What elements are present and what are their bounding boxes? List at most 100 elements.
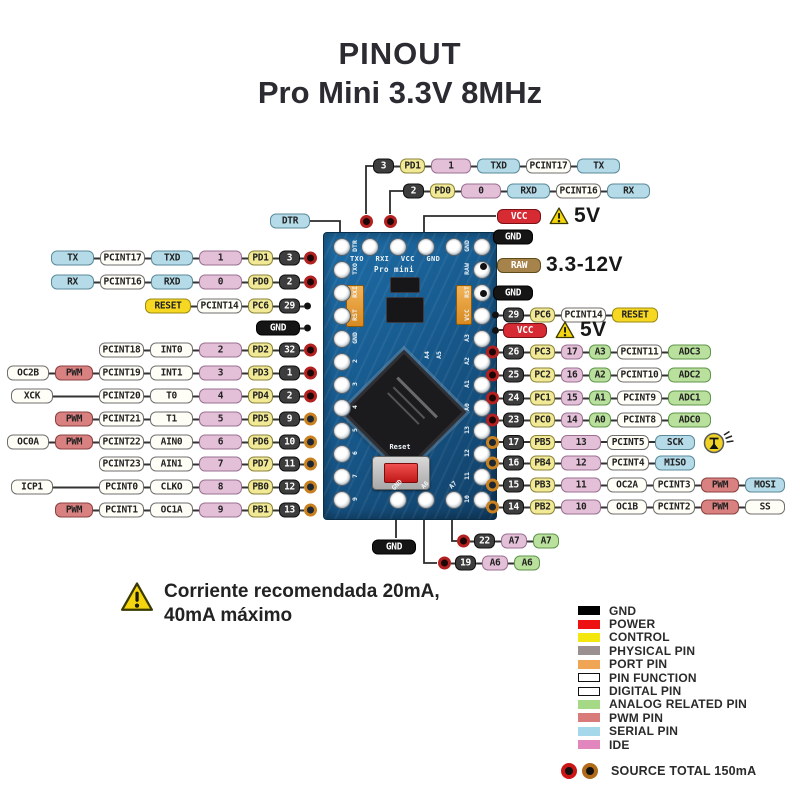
solder-pad <box>333 491 351 509</box>
pin-dot-red <box>304 343 317 357</box>
pin-box-pd2: PD2 <box>248 342 273 358</box>
connector <box>273 509 279 511</box>
silkscreen-label: 5 <box>351 428 359 432</box>
connector <box>94 257 100 259</box>
solder-pad <box>333 307 351 325</box>
connector <box>739 506 745 508</box>
pin-box-a6: A6 <box>514 555 540 571</box>
solder-pad <box>333 284 351 302</box>
connector <box>144 418 150 420</box>
pin-box-10: 10 <box>279 434 300 450</box>
silkscreen-label: A7 <box>447 479 459 491</box>
connector <box>499 506 503 508</box>
connector <box>242 463 248 465</box>
silkscreen-label: 11 <box>463 472 471 480</box>
pin-box-1: 1 <box>279 365 300 381</box>
connector <box>300 327 304 329</box>
pin-box-pd4: PD4 <box>248 388 273 404</box>
pin-dot-red <box>486 345 499 359</box>
solder-pad <box>333 399 351 417</box>
pin-box-pc0: PC0 <box>530 412 555 428</box>
pin-box-3: 3 <box>373 158 394 174</box>
connector <box>611 374 617 376</box>
row-right-a1: 24 PC1 15 A1 PCINT9 ADC1 <box>486 390 711 406</box>
connector <box>193 463 199 465</box>
pin-box-gnd: GND <box>372 539 416 555</box>
pin-box-pd3: PD3 <box>248 365 273 381</box>
voltage-note: 5V <box>580 318 607 341</box>
connector <box>242 257 248 259</box>
pin-box-2: 2 <box>279 388 300 404</box>
connector <box>524 314 530 316</box>
pin-dot-orange <box>304 457 317 471</box>
connector <box>647 506 653 508</box>
connector <box>524 374 530 376</box>
pin-box-pcint14: PCINT14 <box>561 307 606 323</box>
pin-box-a3: A3 <box>589 344 611 360</box>
connector <box>300 372 304 374</box>
silkscreen-label: DTR <box>351 240 359 252</box>
pin-box-rx: RX <box>607 183 650 199</box>
connector <box>649 441 655 443</box>
connector <box>601 441 607 443</box>
pin-box-pcint16: PCINT16 <box>100 274 145 290</box>
silkscreen-label: RAW <box>463 263 471 275</box>
pin-box-pd5: PD5 <box>248 411 273 427</box>
pin-box-6: 6 <box>199 434 242 450</box>
silkscreen-label: TXO <box>351 263 359 275</box>
reset-button[interactable] <box>372 456 430 490</box>
solder-pad <box>333 261 351 279</box>
pin-box-pcint5: PCINT5 <box>607 434 649 450</box>
pin-dot-red <box>383 214 397 228</box>
pin-box-9: 9 <box>279 411 300 427</box>
connector <box>242 395 248 397</box>
row-left-tx: TX PCINT17 TXD 1 PD1 3 <box>51 250 317 266</box>
pin-box-11: 11 <box>561 477 601 493</box>
pin-box-t0: T0 <box>150 388 193 404</box>
pin-box-pb1: PB1 <box>248 502 273 518</box>
connector <box>193 486 199 488</box>
title-line1: PINOUT <box>338 36 462 71</box>
pin-box-gnd: GND <box>256 320 300 336</box>
pin-box-13: 13 <box>279 502 300 518</box>
connector <box>524 462 530 464</box>
connector <box>571 165 577 167</box>
pin-box-pb0: PB0 <box>248 479 273 495</box>
legend-swatch <box>578 740 600 750</box>
connector <box>300 395 304 397</box>
warning-icon <box>549 206 569 226</box>
connector <box>499 441 503 443</box>
connector <box>53 486 99 488</box>
pin-dot-orange <box>304 503 317 517</box>
legend-item: IDE <box>578 738 747 752</box>
pin-box-pwm: PWM <box>55 365 93 381</box>
pin-box-0: 0 <box>199 274 242 290</box>
legend-label: SERIAL PIN <box>609 724 679 739</box>
connector <box>555 314 561 316</box>
pin-box-19: 19 <box>455 555 476 571</box>
connector <box>555 506 561 508</box>
connector <box>583 419 589 421</box>
pin-dot-small <box>492 326 499 334</box>
pin-box-pc3: PC3 <box>530 344 555 360</box>
board-silkscreen-top: TXO RXI VCC GND <box>350 255 441 263</box>
connector <box>425 165 431 167</box>
connector <box>93 509 99 511</box>
reset-label: Reset <box>389 443 411 451</box>
pin-box-25: 25 <box>503 367 524 383</box>
pin-box-14: 14 <box>561 412 583 428</box>
legend-label: PIN FUNCTION <box>609 670 697 685</box>
voltage-note: 5V <box>574 204 601 227</box>
pin-box-rxd: RXD <box>507 183 550 199</box>
pin-box-pwm: PWM <box>55 502 93 518</box>
reset-button-cap[interactable] <box>384 463 418 483</box>
connector <box>527 540 533 542</box>
warning-text: Corriente recomendada 20mA, 40mA máximo <box>164 580 440 628</box>
silkscreen-label: 12 <box>463 449 471 457</box>
connector <box>300 281 304 283</box>
pin-box-23: 23 <box>503 412 524 428</box>
pin-box-oc2b: OC2B <box>7 365 49 381</box>
pin-box-pcint19: PCINT19 <box>99 365 144 381</box>
led-icon <box>703 429 735 455</box>
connector <box>499 419 503 421</box>
